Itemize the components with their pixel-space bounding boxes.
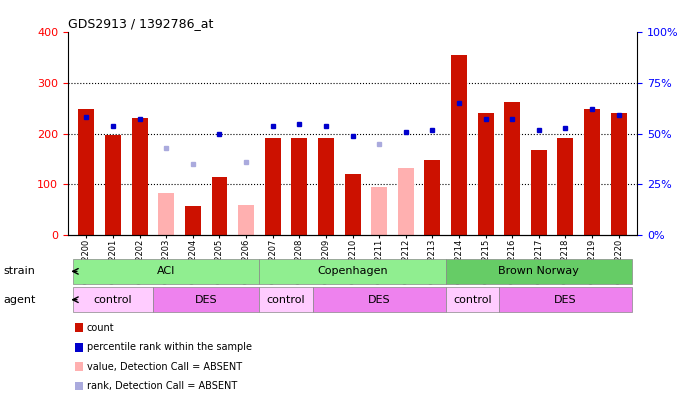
Bar (424, 160, 441, 235)
Text: ACI: ACI (157, 266, 176, 276)
Text: GDS2913 / 1392786_at: GDS2913 / 1392786_at (68, 17, 213, 30)
Bar (344, 174, 361, 235)
Text: percentile rank within the sample: percentile rank within the sample (87, 342, 252, 352)
Bar (445, 259, 632, 284)
Bar (73, 259, 260, 284)
Bar (260, 259, 445, 284)
Bar (313, 287, 445, 313)
Bar (105, 135, 121, 235)
Text: control: control (453, 295, 492, 305)
Text: control: control (94, 295, 132, 305)
Bar (557, 138, 574, 235)
Text: DES: DES (554, 295, 577, 305)
Bar (185, 206, 201, 235)
Bar (79, 109, 94, 235)
Bar (398, 168, 414, 235)
Bar (611, 113, 626, 235)
Text: Copenhagen: Copenhagen (317, 266, 388, 276)
Text: rank, Detection Call = ABSENT: rank, Detection Call = ABSENT (87, 381, 237, 391)
Bar (292, 138, 307, 235)
Text: value, Detection Call = ABSENT: value, Detection Call = ABSENT (87, 362, 242, 371)
Text: agent: agent (3, 295, 36, 305)
Bar (153, 287, 260, 313)
Bar (371, 187, 387, 235)
Bar (531, 150, 547, 235)
Bar (477, 113, 494, 235)
Bar (499, 287, 632, 313)
Text: strain: strain (3, 266, 35, 276)
Text: control: control (266, 295, 305, 305)
Bar (504, 102, 520, 235)
Text: count: count (87, 323, 115, 333)
Bar (445, 287, 499, 313)
Text: Brown Norway: Brown Norway (498, 266, 579, 276)
Bar (238, 205, 254, 235)
Bar (260, 287, 313, 313)
Text: DES: DES (195, 295, 218, 305)
Bar (451, 55, 467, 235)
Bar (73, 287, 153, 313)
Bar (158, 194, 174, 235)
Bar (584, 109, 600, 235)
Bar (264, 138, 281, 235)
Bar (318, 138, 334, 235)
Bar (132, 118, 148, 235)
Text: DES: DES (368, 295, 391, 305)
Bar (212, 177, 228, 235)
